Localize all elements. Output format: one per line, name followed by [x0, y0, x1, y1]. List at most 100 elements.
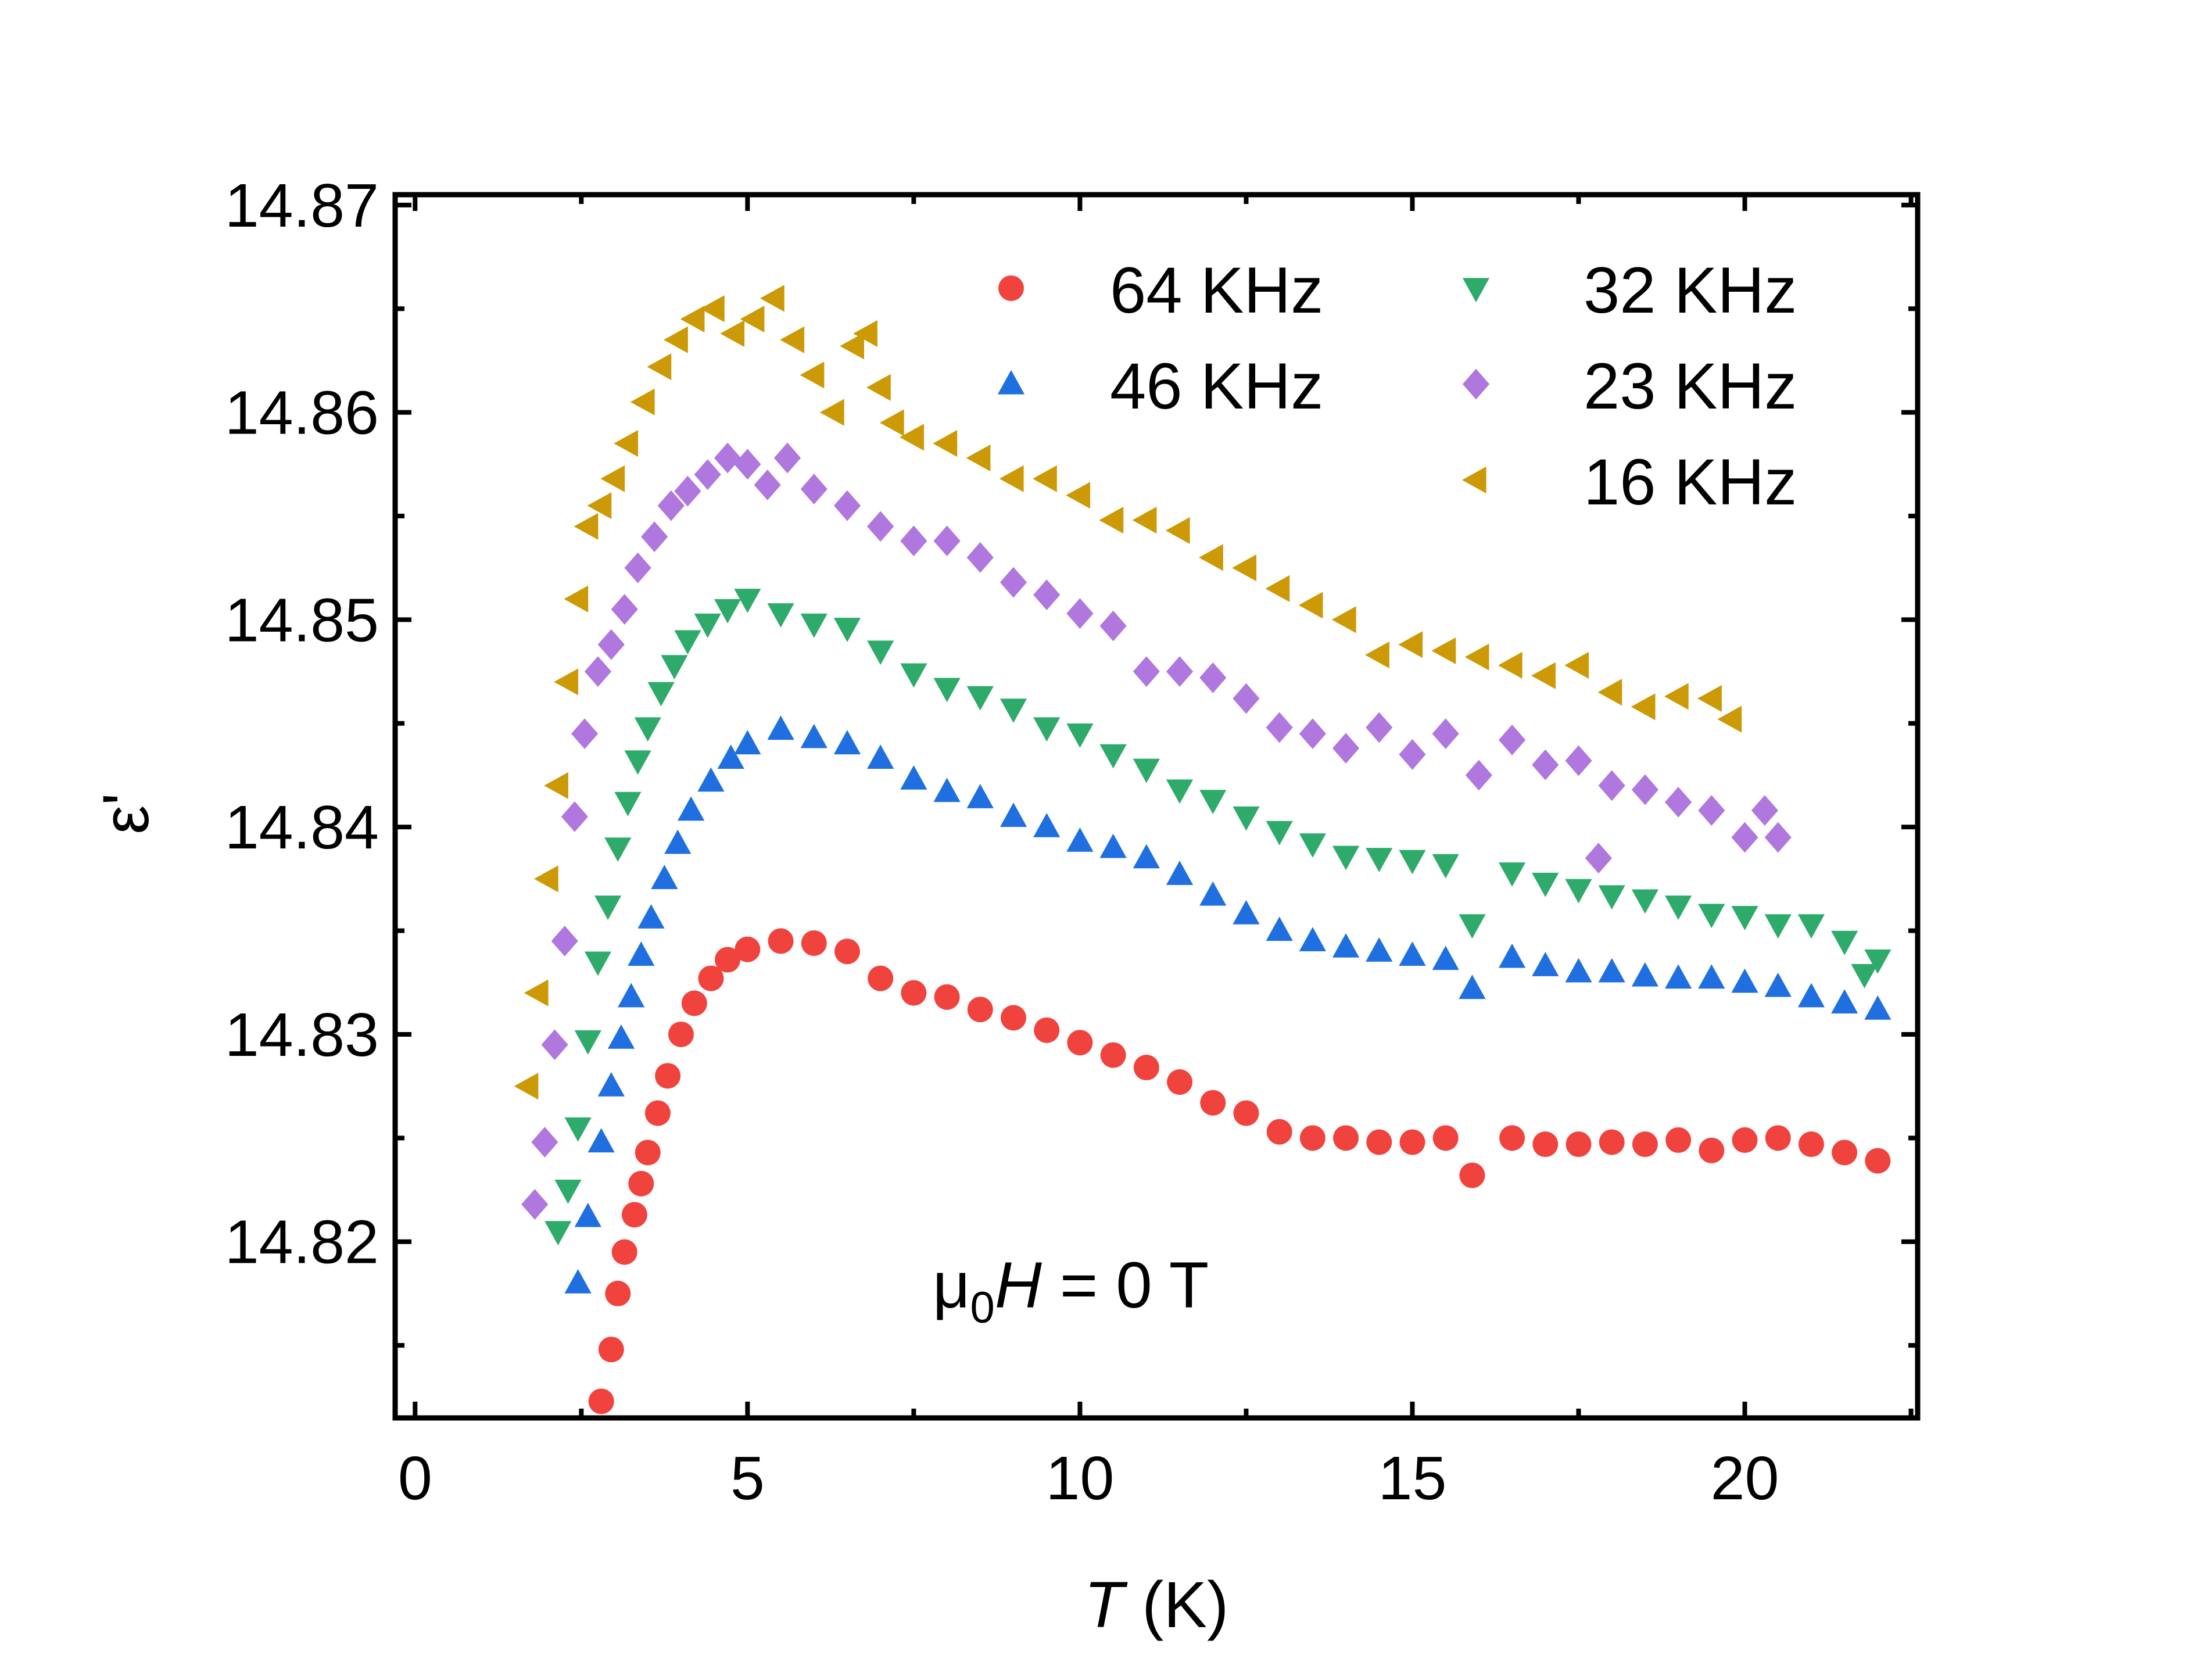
- point-32-khz: [714, 599, 741, 624]
- point-46-khz: [564, 1269, 592, 1294]
- legend-label-64-khz: 64 KHz: [1110, 254, 1323, 327]
- point-32-khz: [1033, 717, 1061, 742]
- point-64-khz: [681, 990, 707, 1016]
- point-16-khz: [1564, 651, 1589, 679]
- point-23-khz: [657, 490, 685, 521]
- y-tick-label: 14.87: [225, 171, 379, 240]
- point-46-khz: [1399, 941, 1426, 966]
- legend-marker-32-khz: [1462, 278, 1490, 303]
- annotation-mu: μ: [933, 1249, 970, 1321]
- point-32-khz: [661, 655, 688, 680]
- point-46-khz: [1797, 983, 1825, 1008]
- point-64-khz: [644, 1100, 671, 1126]
- point-32-khz: [1299, 833, 1326, 858]
- y-tick-label: 14.84: [225, 793, 379, 862]
- point-64-khz: [715, 947, 741, 973]
- point-23-khz: [1565, 745, 1592, 776]
- point-32-khz: [767, 603, 794, 628]
- point-32-khz: [867, 640, 894, 665]
- point-23-khz: [571, 718, 599, 750]
- point-23-khz: [541, 1029, 568, 1061]
- point-64-khz: [1459, 1162, 1485, 1188]
- point-64-khz: [1366, 1129, 1392, 1155]
- point-16-khz: [933, 430, 958, 457]
- point-16-khz: [1531, 662, 1556, 689]
- point-32-khz: [1399, 850, 1426, 875]
- point-64-khz: [1034, 1017, 1060, 1043]
- annotation-variable: H: [995, 1249, 1042, 1321]
- point-64-khz: [1632, 1131, 1658, 1158]
- annotation-rest: = 0 T: [1042, 1249, 1209, 1321]
- point-32-khz: [634, 717, 661, 742]
- point-16-khz: [1099, 507, 1124, 534]
- point-46-khz: [867, 744, 894, 769]
- y-tick-label: 14.86: [225, 379, 379, 447]
- annotation-subscript: 0: [970, 1283, 995, 1332]
- point-46-khz: [574, 1202, 601, 1227]
- point-32-khz: [1864, 949, 1892, 974]
- point-46-khz: [587, 1128, 615, 1153]
- point-16-khz: [1697, 685, 1722, 712]
- point-23-khz: [1585, 843, 1612, 874]
- point-32-khz: [544, 1221, 572, 1246]
- point-64-khz: [635, 1140, 661, 1166]
- point-32-khz: [966, 686, 994, 711]
- x-tick-label: 15: [1378, 1444, 1447, 1513]
- point-32-khz: [1797, 914, 1825, 939]
- point-46-khz: [618, 983, 645, 1008]
- point-16-khz: [900, 424, 925, 451]
- point-64-khz: [655, 1063, 681, 1089]
- point-16-khz: [1331, 606, 1356, 633]
- point-23-khz: [584, 656, 612, 687]
- point-16-khz: [564, 585, 589, 612]
- point-23-khz: [714, 442, 741, 474]
- point-32-khz: [564, 1117, 592, 1142]
- point-16-khz: [760, 285, 784, 312]
- point-64-khz: [1167, 1069, 1193, 1095]
- point-16-khz: [720, 320, 745, 348]
- plot-frame: [392, 192, 1921, 1421]
- point-46-khz: [717, 744, 744, 769]
- point-32-khz: [1598, 885, 1625, 910]
- point-23-khz: [1233, 683, 1260, 714]
- point-64-khz: [1765, 1125, 1791, 1151]
- point-46-khz: [1631, 962, 1659, 987]
- point-32-khz: [584, 951, 612, 976]
- point-46-khz: [637, 904, 665, 929]
- series-16-khz: [514, 285, 1742, 1100]
- point-32-khz: [933, 678, 961, 703]
- x-tick-label: 5: [730, 1444, 765, 1513]
- point-46-khz: [1831, 989, 1858, 1014]
- point-16-khz: [819, 399, 844, 426]
- point-23-khz: [611, 594, 638, 625]
- point-46-khz: [1665, 964, 1692, 989]
- point-46-khz: [628, 941, 655, 966]
- point-32-khz: [1066, 723, 1094, 748]
- point-46-khz: [1000, 803, 1027, 827]
- point-16-khz: [800, 361, 825, 389]
- point-23-khz: [1698, 795, 1725, 826]
- point-64-khz: [598, 1337, 624, 1363]
- point-32-khz: [1233, 806, 1260, 831]
- point-64-khz: [1732, 1127, 1758, 1153]
- point-23-khz: [867, 511, 894, 542]
- point-23-khz: [1432, 718, 1459, 750]
- x-tick-label: 20: [1711, 1444, 1779, 1513]
- point-46-khz: [767, 715, 794, 740]
- point-23-khz: [1665, 786, 1692, 818]
- point-64-khz: [621, 1202, 647, 1228]
- point-46-khz: [900, 765, 927, 790]
- point-16-khz: [1066, 482, 1091, 509]
- point-16-khz: [1498, 651, 1522, 679]
- point-32-khz: [900, 663, 927, 688]
- point-32-khz: [674, 630, 701, 655]
- point-16-khz: [1365, 641, 1389, 669]
- point-32-khz: [1000, 698, 1027, 723]
- y-tick-label: 14.82: [225, 1208, 379, 1277]
- point-16-khz: [1199, 544, 1223, 571]
- point-46-khz: [664, 829, 692, 854]
- point-23-khz: [597, 629, 625, 660]
- point-46-khz: [1764, 972, 1792, 997]
- point-32-khz: [1133, 758, 1160, 783]
- point-64-khz: [1133, 1055, 1159, 1081]
